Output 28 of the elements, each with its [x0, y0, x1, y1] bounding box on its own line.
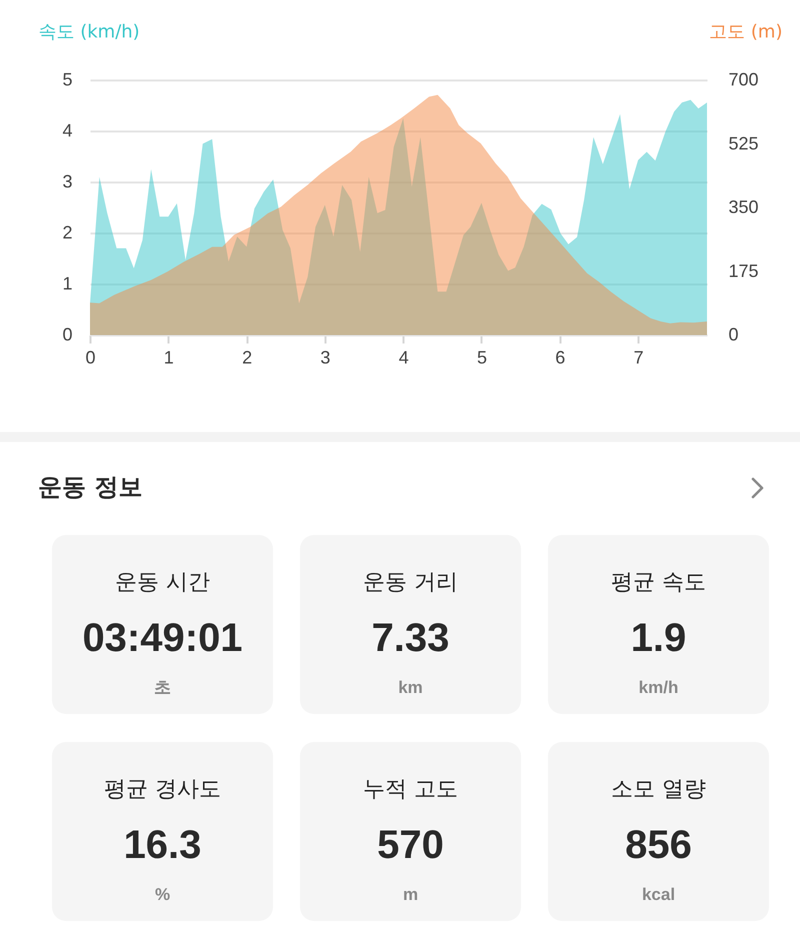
y-axis-title: 속도 (km/h): [38, 22, 140, 42]
y2-tick-label: 700: [728, 70, 759, 90]
stat-card: 누적 고도 570 m: [300, 742, 521, 921]
text: 운동 정보: [38, 472, 142, 503]
y-tick-label: 1: [62, 274, 72, 294]
stat-card: 평균 경사도 16.3 %: [52, 742, 273, 921]
y-tick-label: 5: [62, 70, 72, 90]
x-tick-label: 2: [242, 348, 252, 368]
x-tick-label: 0: [85, 348, 96, 368]
stat-card: 소모 열량 856 kcal: [548, 742, 769, 921]
stat-card: 운동 거리 7.33 km: [300, 535, 521, 714]
y-tick-label: 4: [62, 120, 72, 140]
x-tick-label: 5: [476, 348, 488, 368]
y2-tick-label: 350: [728, 197, 759, 217]
x-tick-label: 1: [164, 348, 174, 368]
y2-tick-label: 175: [728, 260, 759, 281]
y2-axis-title: 고도 (m): [709, 22, 782, 42]
x-tick-label: 4: [398, 348, 409, 368]
x-tick-label: 3: [320, 348, 330, 368]
y-tick-label: 0: [62, 324, 72, 344]
stat-card: 운동 시간 03:49:01 초: [52, 535, 273, 714]
stat-card: 평균 속도 1.9 km/h: [548, 535, 769, 714]
x-tick-label: 7: [634, 348, 644, 368]
y-tick-label: 3: [62, 172, 72, 192]
x-tick-label: 6: [555, 348, 566, 368]
y2-tick-label: 0: [728, 324, 739, 344]
y-tick-label: 2: [62, 222, 72, 242]
y2-tick-label: 525: [728, 133, 759, 154]
